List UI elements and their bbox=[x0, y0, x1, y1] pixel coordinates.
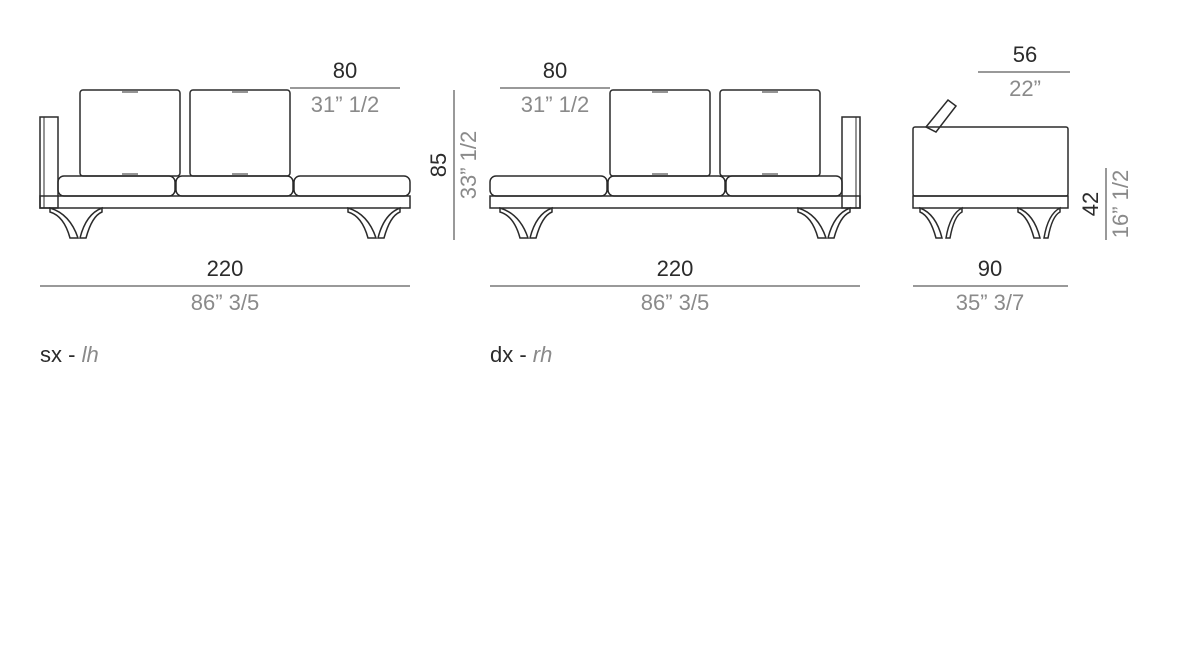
height-dim-cm: 85 bbox=[426, 153, 451, 177]
side-arm-block bbox=[913, 127, 1068, 196]
sofa-rh: 80 31” 1/2 bbox=[490, 58, 860, 367]
side-bottom-in: 35” 3/7 bbox=[956, 290, 1025, 315]
sofa-lh-leg-left bbox=[50, 208, 102, 238]
side-top-cm: 56 bbox=[1013, 42, 1037, 67]
sofa-rh-seat-2 bbox=[608, 176, 725, 196]
seat-height-dim-in: 16” 1/2 bbox=[1108, 170, 1133, 239]
sofa-rh-top-cm: 80 bbox=[543, 58, 567, 83]
sofa-rh-cushion-2 bbox=[720, 90, 820, 176]
sofa-rh-bottom-in: 86” 3/5 bbox=[641, 290, 710, 315]
seat-height-dim-cm: 42 bbox=[1078, 192, 1103, 216]
side-top-in: 22” bbox=[1009, 76, 1041, 101]
sofa-rh-leg-right bbox=[798, 208, 850, 238]
height-dim-in: 33” 1/2 bbox=[456, 131, 481, 200]
sofa-rh-caption-main: dx - bbox=[490, 342, 533, 367]
sofa-lh-seat-3 bbox=[294, 176, 410, 196]
diagram-stage: 80 31” 1/2 bbox=[0, 0, 1185, 645]
side-bottom-cm: 90 bbox=[978, 256, 1002, 281]
sofa-lh-caption-main: sx - bbox=[40, 342, 82, 367]
diagram-svg: 80 31” 1/2 bbox=[0, 0, 1185, 645]
sofa-rh-bottom-cm: 220 bbox=[657, 256, 694, 281]
sofa-lh-frame bbox=[40, 196, 410, 208]
sofa-lh-bottom-cm: 220 bbox=[207, 256, 244, 281]
side-frame bbox=[913, 196, 1068, 208]
sofa-lh-seat-2 bbox=[176, 176, 293, 196]
sofa-lh: 80 31” 1/2 bbox=[40, 58, 410, 367]
side-leg-right bbox=[1018, 208, 1060, 238]
sofa-rh-cushion-1 bbox=[610, 90, 710, 176]
sofa-rh-leg-left bbox=[500, 208, 552, 238]
sofa-lh-caption-italic: lh bbox=[82, 342, 99, 367]
sofa-rh-seat-1 bbox=[490, 176, 607, 196]
sofa-lh-caption: sx - lh bbox=[40, 342, 99, 367]
sofa-lh-bottom-in: 86” 3/5 bbox=[191, 290, 260, 315]
sofa-rh-top-in: 31” 1/2 bbox=[521, 92, 590, 117]
sofa-rh-caption-italic: rh bbox=[533, 342, 553, 367]
sofa-rh-frame bbox=[490, 196, 860, 208]
height-dim: 85 33” 1/2 bbox=[426, 90, 481, 240]
side-view: 56 22” 90 35” 3/7 bbox=[913, 42, 1070, 315]
sofa-lh-leg-right bbox=[348, 208, 400, 238]
sofa-lh-top-in: 31” 1/2 bbox=[311, 92, 380, 117]
sofa-lh-arm bbox=[40, 117, 58, 208]
side-leg-left bbox=[920, 208, 962, 238]
sofa-rh-seat-3 bbox=[726, 176, 842, 196]
sofa-rh-arm bbox=[842, 117, 860, 208]
sofa-lh-cushion-2 bbox=[190, 90, 290, 176]
sofa-lh-seat-1 bbox=[58, 176, 175, 196]
sofa-rh-caption: dx - rh bbox=[490, 342, 552, 367]
sofa-lh-top-cm: 80 bbox=[333, 58, 357, 83]
sofa-lh-cushion-1 bbox=[80, 90, 180, 176]
seat-height-dim: 42 16” 1/2 bbox=[1078, 168, 1133, 240]
